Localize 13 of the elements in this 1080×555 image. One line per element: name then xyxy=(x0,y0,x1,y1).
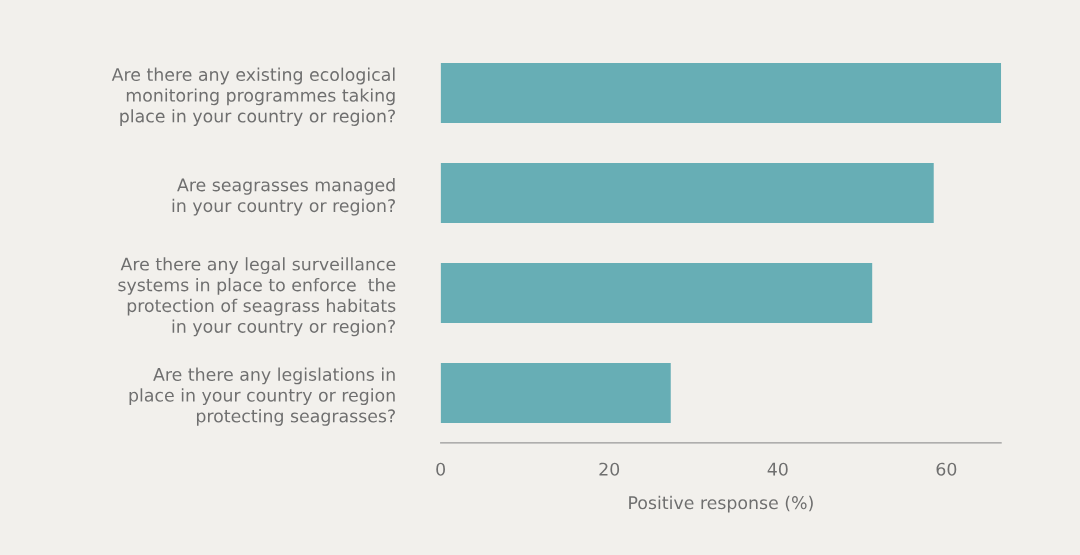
bar xyxy=(440,162,934,223)
x-axis-title: Positive response (%) xyxy=(629,495,813,513)
y-tick-label: Are there any legislations in place in your country or region protecting seagrasses? xyxy=(129,367,395,426)
bar xyxy=(440,362,671,423)
x-tick-label: 0 xyxy=(436,462,446,476)
y-tick-label: Are there any legal surveillance systems in place to enforce the protection of seagrass habitats in your country or region? xyxy=(118,257,396,337)
x-tick-label: 40 xyxy=(767,462,788,476)
x-tick-label: 20 xyxy=(599,462,620,476)
y-tick-label: Are seagrasses managed in your country or region? xyxy=(172,177,395,216)
x-tick-label: 60 xyxy=(936,462,957,476)
bar xyxy=(440,63,1002,123)
y-tick-label: Are there any existing ecological monitoring programmes taking place in your country or region? xyxy=(111,67,395,126)
bar xyxy=(440,262,873,323)
